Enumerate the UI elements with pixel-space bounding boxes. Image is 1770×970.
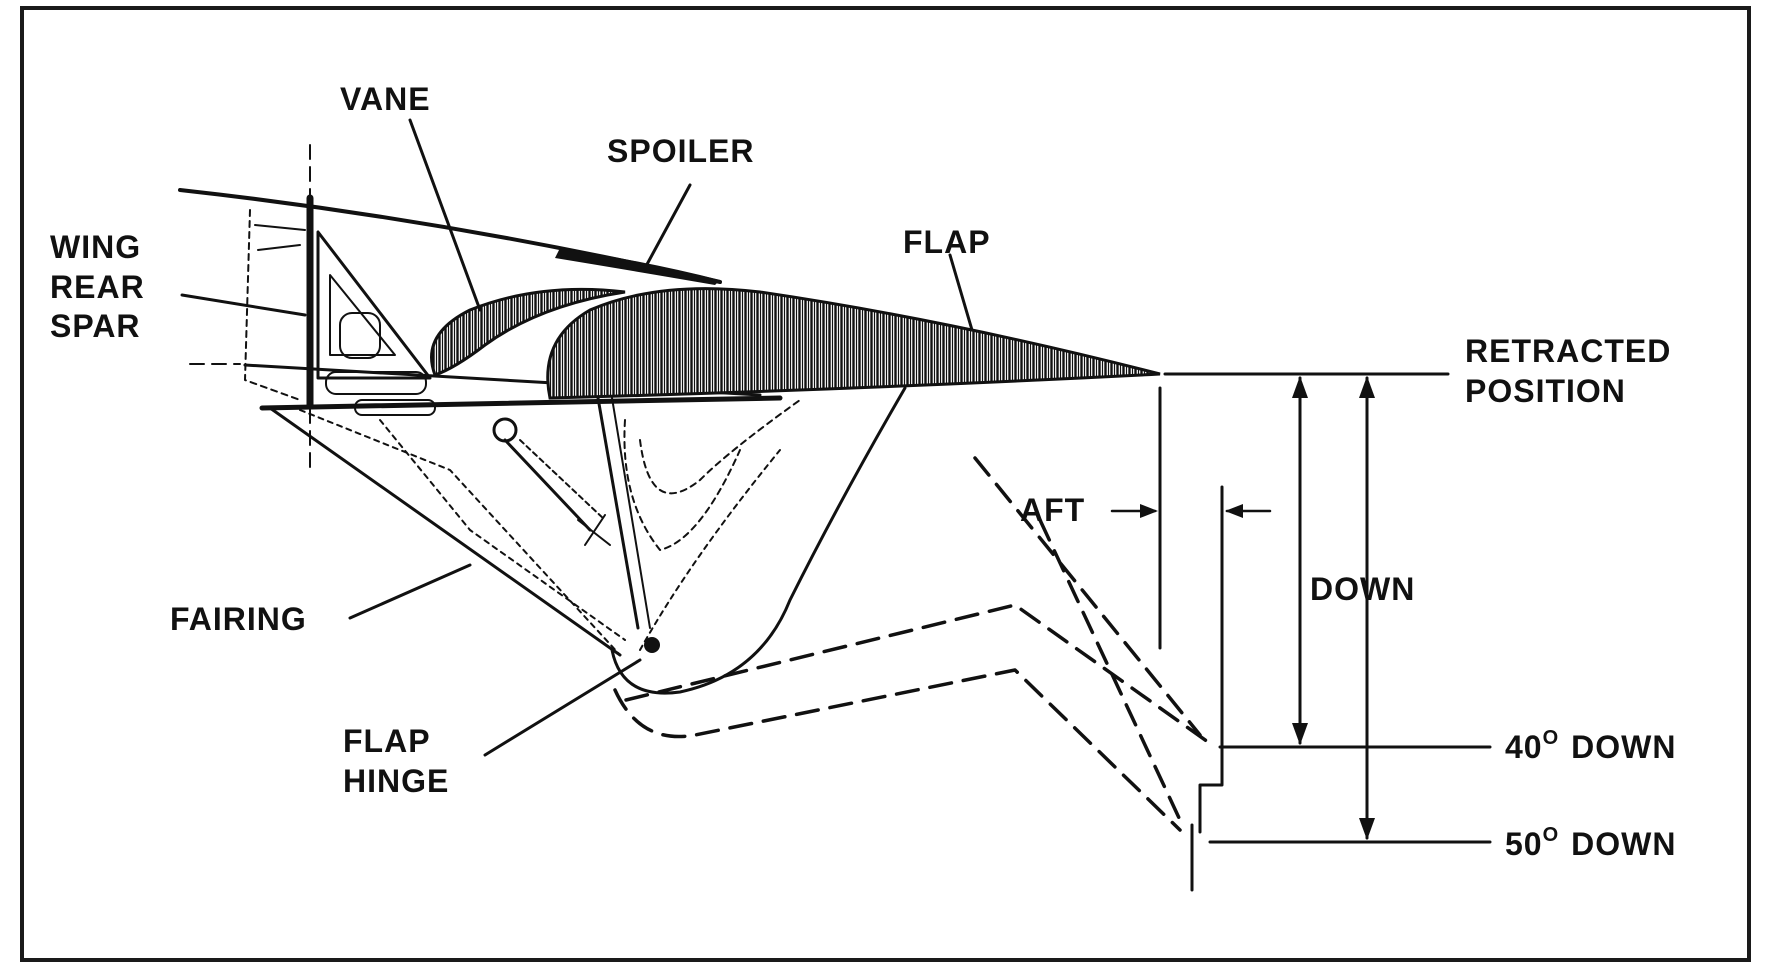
label-vane: VANE [340, 81, 431, 117]
flap-40-down-outline [624, 456, 1217, 749]
label-retracted-position: RETRACTED POSITION [1465, 333, 1681, 409]
label-aft: AFT [1020, 492, 1085, 528]
spoiler [555, 248, 720, 285]
flap-hinge-linkage [492, 396, 801, 653]
label-flap-hinge: FLAP HINGE [343, 723, 449, 799]
label-fairing: FAIRING [170, 601, 307, 637]
fairing [268, 386, 907, 695]
label-flap: FLAP [903, 224, 991, 260]
figure-frame [20, 6, 1751, 962]
label-40-down: 40O DOWN [1505, 727, 1676, 765]
label-down: DOWN [1310, 571, 1415, 607]
flap [546, 287, 1161, 400]
wing-structure [178, 144, 783, 476]
leader-lines [180, 118, 974, 757]
label-50-down: 50O DOWN [1505, 824, 1676, 862]
dimension-lines [1110, 372, 1492, 892]
label-wing-rear-spar: WING REAR SPAR [50, 229, 155, 344]
flap-50-down-outline [613, 518, 1182, 832]
label-spoiler: SPOILER [607, 133, 754, 169]
